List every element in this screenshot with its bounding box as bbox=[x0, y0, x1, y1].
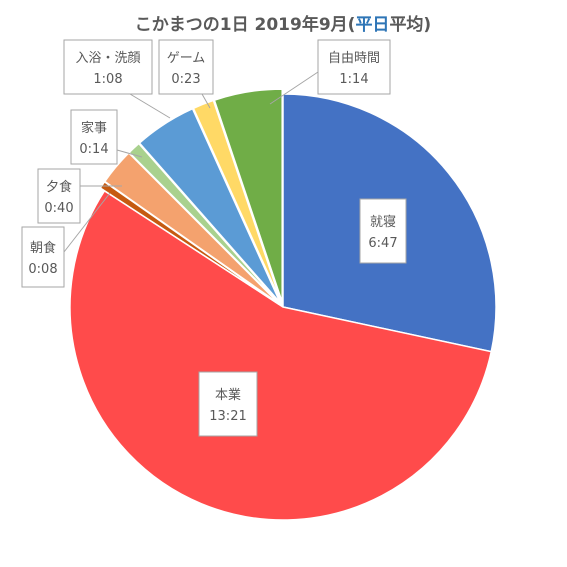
pie-slice-4 bbox=[128, 142, 281, 304]
data-label-box bbox=[317, 39, 391, 95]
chart-title: こかまつの1日 2019年9月(平日平均) bbox=[135, 14, 431, 35]
data-label-7: 自由時間 1:14 bbox=[317, 39, 391, 95]
leader-line-4 bbox=[116, 149, 143, 158]
slice-name-label: 朝食 bbox=[30, 240, 56, 256]
pie-slice-7 bbox=[213, 88, 283, 303]
data-label-2: 朝食 0:08 bbox=[21, 226, 65, 288]
slice-name-label: 夕食 bbox=[46, 179, 72, 195]
data-label-box bbox=[359, 198, 407, 264]
data-label-3: 夕食 0:40 bbox=[37, 168, 81, 224]
slice-value-label: 0:40 bbox=[44, 201, 73, 216]
slice-name-label: 就寝 bbox=[370, 214, 396, 230]
slice-value-label: 0:08 bbox=[28, 262, 57, 277]
slice-name-label: 家事 bbox=[81, 120, 107, 136]
chart-title-part-0: こかまつの1日 2019年9月( bbox=[135, 14, 356, 35]
slice-value-label: 0:23 bbox=[171, 72, 200, 87]
data-label-1: 本業 13:21 bbox=[198, 371, 258, 437]
data-label-5: 入浴・洗顔 1:08 bbox=[63, 39, 153, 95]
slice-value-label: 13:21 bbox=[209, 409, 246, 424]
leader-line-7 bbox=[269, 71, 319, 105]
slice-value-label: 1:08 bbox=[93, 72, 122, 87]
leader-line-6 bbox=[201, 93, 211, 109]
pie-slice-5 bbox=[138, 107, 281, 304]
slice-name-label: ゲーム bbox=[167, 51, 206, 66]
chart-title-part-2: 平均) bbox=[389, 14, 431, 35]
leader-line-5 bbox=[129, 93, 171, 119]
chart-title-part-1: 平日 bbox=[355, 15, 389, 35]
data-label-box bbox=[21, 226, 65, 288]
data-label-6: ゲーム 0:23 bbox=[158, 39, 214, 95]
slice-value-label: 1:14 bbox=[339, 72, 368, 87]
slice-name-label: 自由時間 bbox=[328, 51, 380, 66]
data-label-box bbox=[63, 39, 153, 95]
slice-name-label: 入浴・洗顔 bbox=[75, 51, 140, 66]
data-label-box bbox=[70, 109, 118, 165]
slice-value-label: 0:14 bbox=[79, 142, 108, 157]
data-label-0: 就寝 6:47 bbox=[359, 198, 407, 264]
pie-slices bbox=[69, 88, 497, 521]
pie-slice-6 bbox=[192, 99, 282, 303]
data-label-box bbox=[198, 371, 258, 437]
data-label-box bbox=[37, 168, 81, 224]
slice-value-label: 6:47 bbox=[368, 236, 397, 251]
data-label-box bbox=[158, 39, 214, 95]
data-label-4: 家事 0:14 bbox=[70, 109, 118, 165]
data-labels: 就寝 6:47 本業 13:21 朝食 0:08 夕食 0:40 家事 0:14 入浴・洗顔 1:08… bbox=[21, 39, 407, 437]
slice-name-label: 本業 bbox=[215, 387, 241, 403]
pie-slice-1 bbox=[69, 189, 493, 521]
leader-line-2 bbox=[63, 192, 111, 253]
